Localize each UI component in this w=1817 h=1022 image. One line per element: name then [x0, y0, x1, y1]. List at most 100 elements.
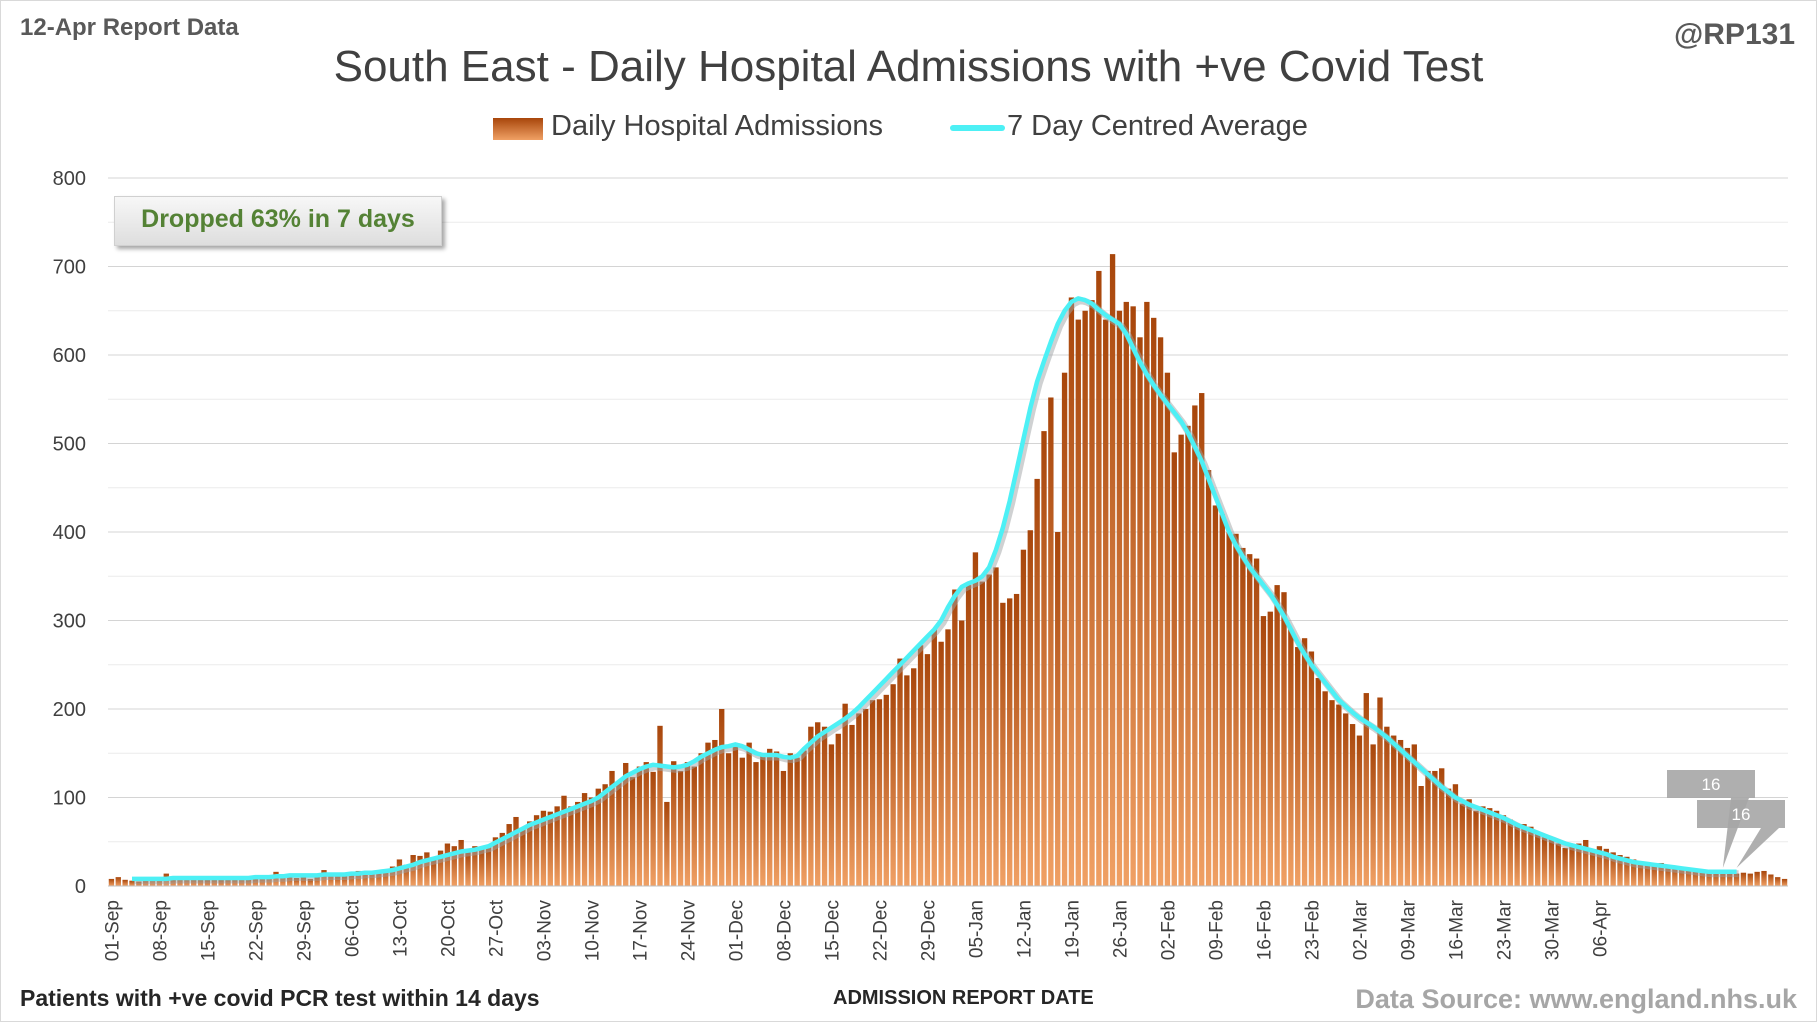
bar-daily-admissions	[1624, 856, 1630, 886]
bar-daily-admissions	[1247, 554, 1253, 886]
bar-daily-admissions	[801, 750, 807, 886]
bar-daily-admissions	[1500, 815, 1507, 886]
bar-daily-admissions	[1295, 647, 1301, 886]
bar-daily-admissions	[952, 589, 958, 886]
bar-daily-admissions	[684, 762, 691, 886]
bar-daily-admissions	[657, 725, 663, 886]
bar-daily-admissions	[389, 866, 396, 886]
bar-daily-admissions	[1768, 874, 1774, 886]
x-tick-label: 09-Mar	[1398, 899, 1419, 960]
bar-daily-admissions	[938, 641, 944, 886]
bar-daily-admissions	[1322, 691, 1328, 886]
y-tick-label: 800	[53, 168, 86, 190]
x-tick-label: 12-Jan	[1014, 900, 1035, 958]
x-tick-label: 20-Oct	[438, 899, 459, 957]
bar-daily-admissions	[1706, 871, 1712, 886]
bar-daily-admissions	[664, 801, 670, 886]
bar-daily-admissions	[986, 574, 992, 886]
data-callout-label: 16	[1732, 805, 1751, 824]
bar-daily-admissions	[773, 751, 780, 886]
bar-daily-admissions	[1541, 837, 1548, 886]
bar-daily-admissions	[1391, 735, 1397, 886]
x-tick-label: 13-Oct	[390, 899, 411, 957]
bar-daily-admissions	[1329, 700, 1335, 886]
x-tick-label: 09-Feb	[1206, 900, 1227, 960]
x-tick-label: 17-Nov	[630, 900, 651, 962]
bar-daily-admissions	[437, 850, 444, 886]
bar-daily-admissions	[1480, 806, 1486, 886]
bar-daily-admissions	[1013, 593, 1020, 886]
x-tick-label: 02-Feb	[1158, 900, 1179, 960]
bar-daily-admissions	[1528, 826, 1534, 886]
bar-daily-admissions	[1713, 872, 1719, 886]
bar-daily-admissions	[1473, 810, 1479, 886]
y-tick-label: 200	[53, 699, 86, 721]
bar-daily-admissions	[341, 876, 348, 886]
bar-daily-admissions	[1445, 788, 1452, 886]
footnote: Patients with +ve covid PCR test within …	[20, 985, 540, 1011]
bar-daily-admissions	[1370, 744, 1376, 886]
data-source: Data Source: www.england.nhs.uk	[1355, 984, 1797, 1014]
bar-daily-admissions	[1123, 301, 1129, 886]
bar-daily-admissions	[1377, 697, 1383, 886]
bar-daily-admissions	[444, 843, 451, 886]
data-callout-box	[1697, 800, 1785, 828]
bar-daily-admissions	[698, 753, 704, 886]
x-tick-label: 15-Sep	[198, 900, 219, 961]
x-tick-label: 06-Oct	[342, 899, 363, 957]
bar-daily-admissions	[1617, 855, 1623, 886]
bar-daily-admissions	[1466, 799, 1472, 886]
bar-daily-admissions	[1240, 547, 1246, 886]
bar-daily-admissions	[1253, 558, 1260, 886]
bar-daily-admissions	[1020, 549, 1027, 886]
bar-daily-admissions	[348, 874, 355, 886]
bar-daily-admissions	[431, 859, 437, 886]
bar-daily-admissions	[1048, 397, 1054, 886]
bar-daily-admissions	[533, 815, 540, 886]
bar-daily-admissions	[1384, 726, 1390, 886]
data-callout: 16	[1697, 800, 1785, 868]
bar-daily-admissions	[1685, 868, 1692, 886]
legend-label-daily: Daily Hospital Admissions	[551, 110, 884, 142]
bar-daily-admissions	[554, 806, 560, 886]
bar-daily-admissions	[1233, 533, 1239, 886]
bar-daily-admissions	[691, 766, 697, 886]
bar-daily-admissions	[1418, 785, 1424, 886]
data-callout-box	[1667, 770, 1755, 798]
bar-daily-admissions	[568, 806, 574, 886]
bar-daily-admissions	[1775, 877, 1781, 886]
bar-daily-admissions	[122, 879, 128, 886]
bar-daily-admissions	[1754, 871, 1760, 886]
bar-daily-admissions	[1603, 848, 1609, 886]
bar-daily-admissions	[979, 581, 985, 886]
bar-daily-admissions	[924, 654, 931, 886]
y-tick-label: 0	[75, 876, 86, 898]
bar-daily-admissions	[1356, 735, 1363, 886]
bar-daily-admissions	[1336, 704, 1342, 886]
data-callout-pointer	[1736, 828, 1779, 868]
bar-daily-admissions	[1514, 824, 1520, 886]
x-tick-label: 05-Jan	[966, 900, 987, 958]
bar-daily-admissions	[1733, 873, 1740, 886]
x-tick-label: 22-Dec	[870, 900, 891, 961]
bar-daily-admissions	[499, 832, 505, 886]
bar-daily-admissions	[540, 810, 547, 886]
bar-daily-admissions	[753, 762, 759, 886]
bar-daily-admissions	[746, 742, 752, 886]
bar-daily-admissions	[1439, 768, 1445, 886]
bar-daily-admissions	[1000, 602, 1006, 886]
y-tick-label: 100	[53, 788, 86, 810]
x-tick-label: 16-Feb	[1254, 900, 1275, 960]
bar-daily-admissions	[828, 744, 835, 886]
bar-daily-admissions	[1274, 585, 1280, 886]
bar-daily-admissions	[712, 739, 718, 886]
bar-daily-admissions	[1404, 747, 1411, 886]
bar-daily-admissions	[1041, 431, 1047, 886]
bar-daily-admissions	[506, 824, 512, 886]
bar-daily-admissions	[1075, 319, 1081, 887]
bar-daily-admissions	[383, 870, 389, 886]
bar-daily-admissions	[1219, 514, 1225, 886]
bar-daily-admissions	[1493, 810, 1500, 886]
bar-daily-admissions	[1151, 317, 1157, 887]
bar-daily-admissions	[856, 713, 862, 886]
